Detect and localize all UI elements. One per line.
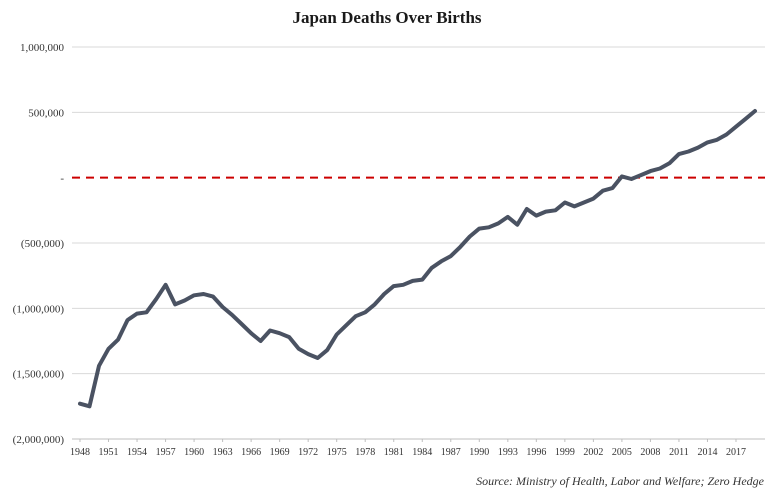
x-tick-label: 2008 [640, 447, 660, 458]
x-tick-label: 1993 [498, 447, 518, 458]
y-tick-label: (1,000,000) [13, 303, 65, 315]
x-tick-label: 1954 [127, 447, 147, 458]
x-tick-label: 1999 [555, 447, 575, 458]
x-tick-label: 1951 [99, 447, 119, 458]
chart-title: Japan Deaths Over Births [292, 8, 482, 27]
y-tick-label: (1,500,000) [13, 369, 65, 381]
x-tick-label: 1996 [526, 447, 546, 458]
x-tick-label: 1987 [441, 447, 461, 458]
y-tick-label: - [60, 173, 64, 185]
x-tick-label: 1984 [412, 447, 432, 458]
x-tick-label: 2014 [697, 447, 717, 458]
source-note: Source: Ministry of Health, Labor and We… [476, 474, 764, 488]
x-tick-label: 1969 [270, 447, 290, 458]
x-tick-label: 1978 [355, 447, 375, 458]
x-tick-label: 1966 [241, 447, 261, 458]
x-tick-label: 2002 [583, 447, 603, 458]
x-tick-label: 1957 [156, 447, 176, 458]
y-tick-label: (500,000) [21, 238, 64, 250]
x-tick-label: 1960 [184, 447, 204, 458]
x-tick-label: 1972 [298, 447, 318, 458]
x-tick-label: 2017 [726, 447, 746, 458]
x-tick-label: 1963 [213, 447, 233, 458]
x-tick-label: 2011 [669, 447, 689, 458]
y-tick-label: 1,000,000 [20, 42, 65, 54]
x-tick-label: 1948 [70, 447, 90, 458]
y-tick-label: (2,000,000) [13, 434, 65, 446]
x-tick-label: 1990 [469, 447, 489, 458]
y-tick-label: 500,000 [28, 107, 64, 119]
x-tick-label: 1981 [384, 447, 404, 458]
x-tick-label: 1975 [327, 447, 347, 458]
series-line [78, 109, 757, 409]
x-tick-label: 2005 [612, 447, 632, 458]
